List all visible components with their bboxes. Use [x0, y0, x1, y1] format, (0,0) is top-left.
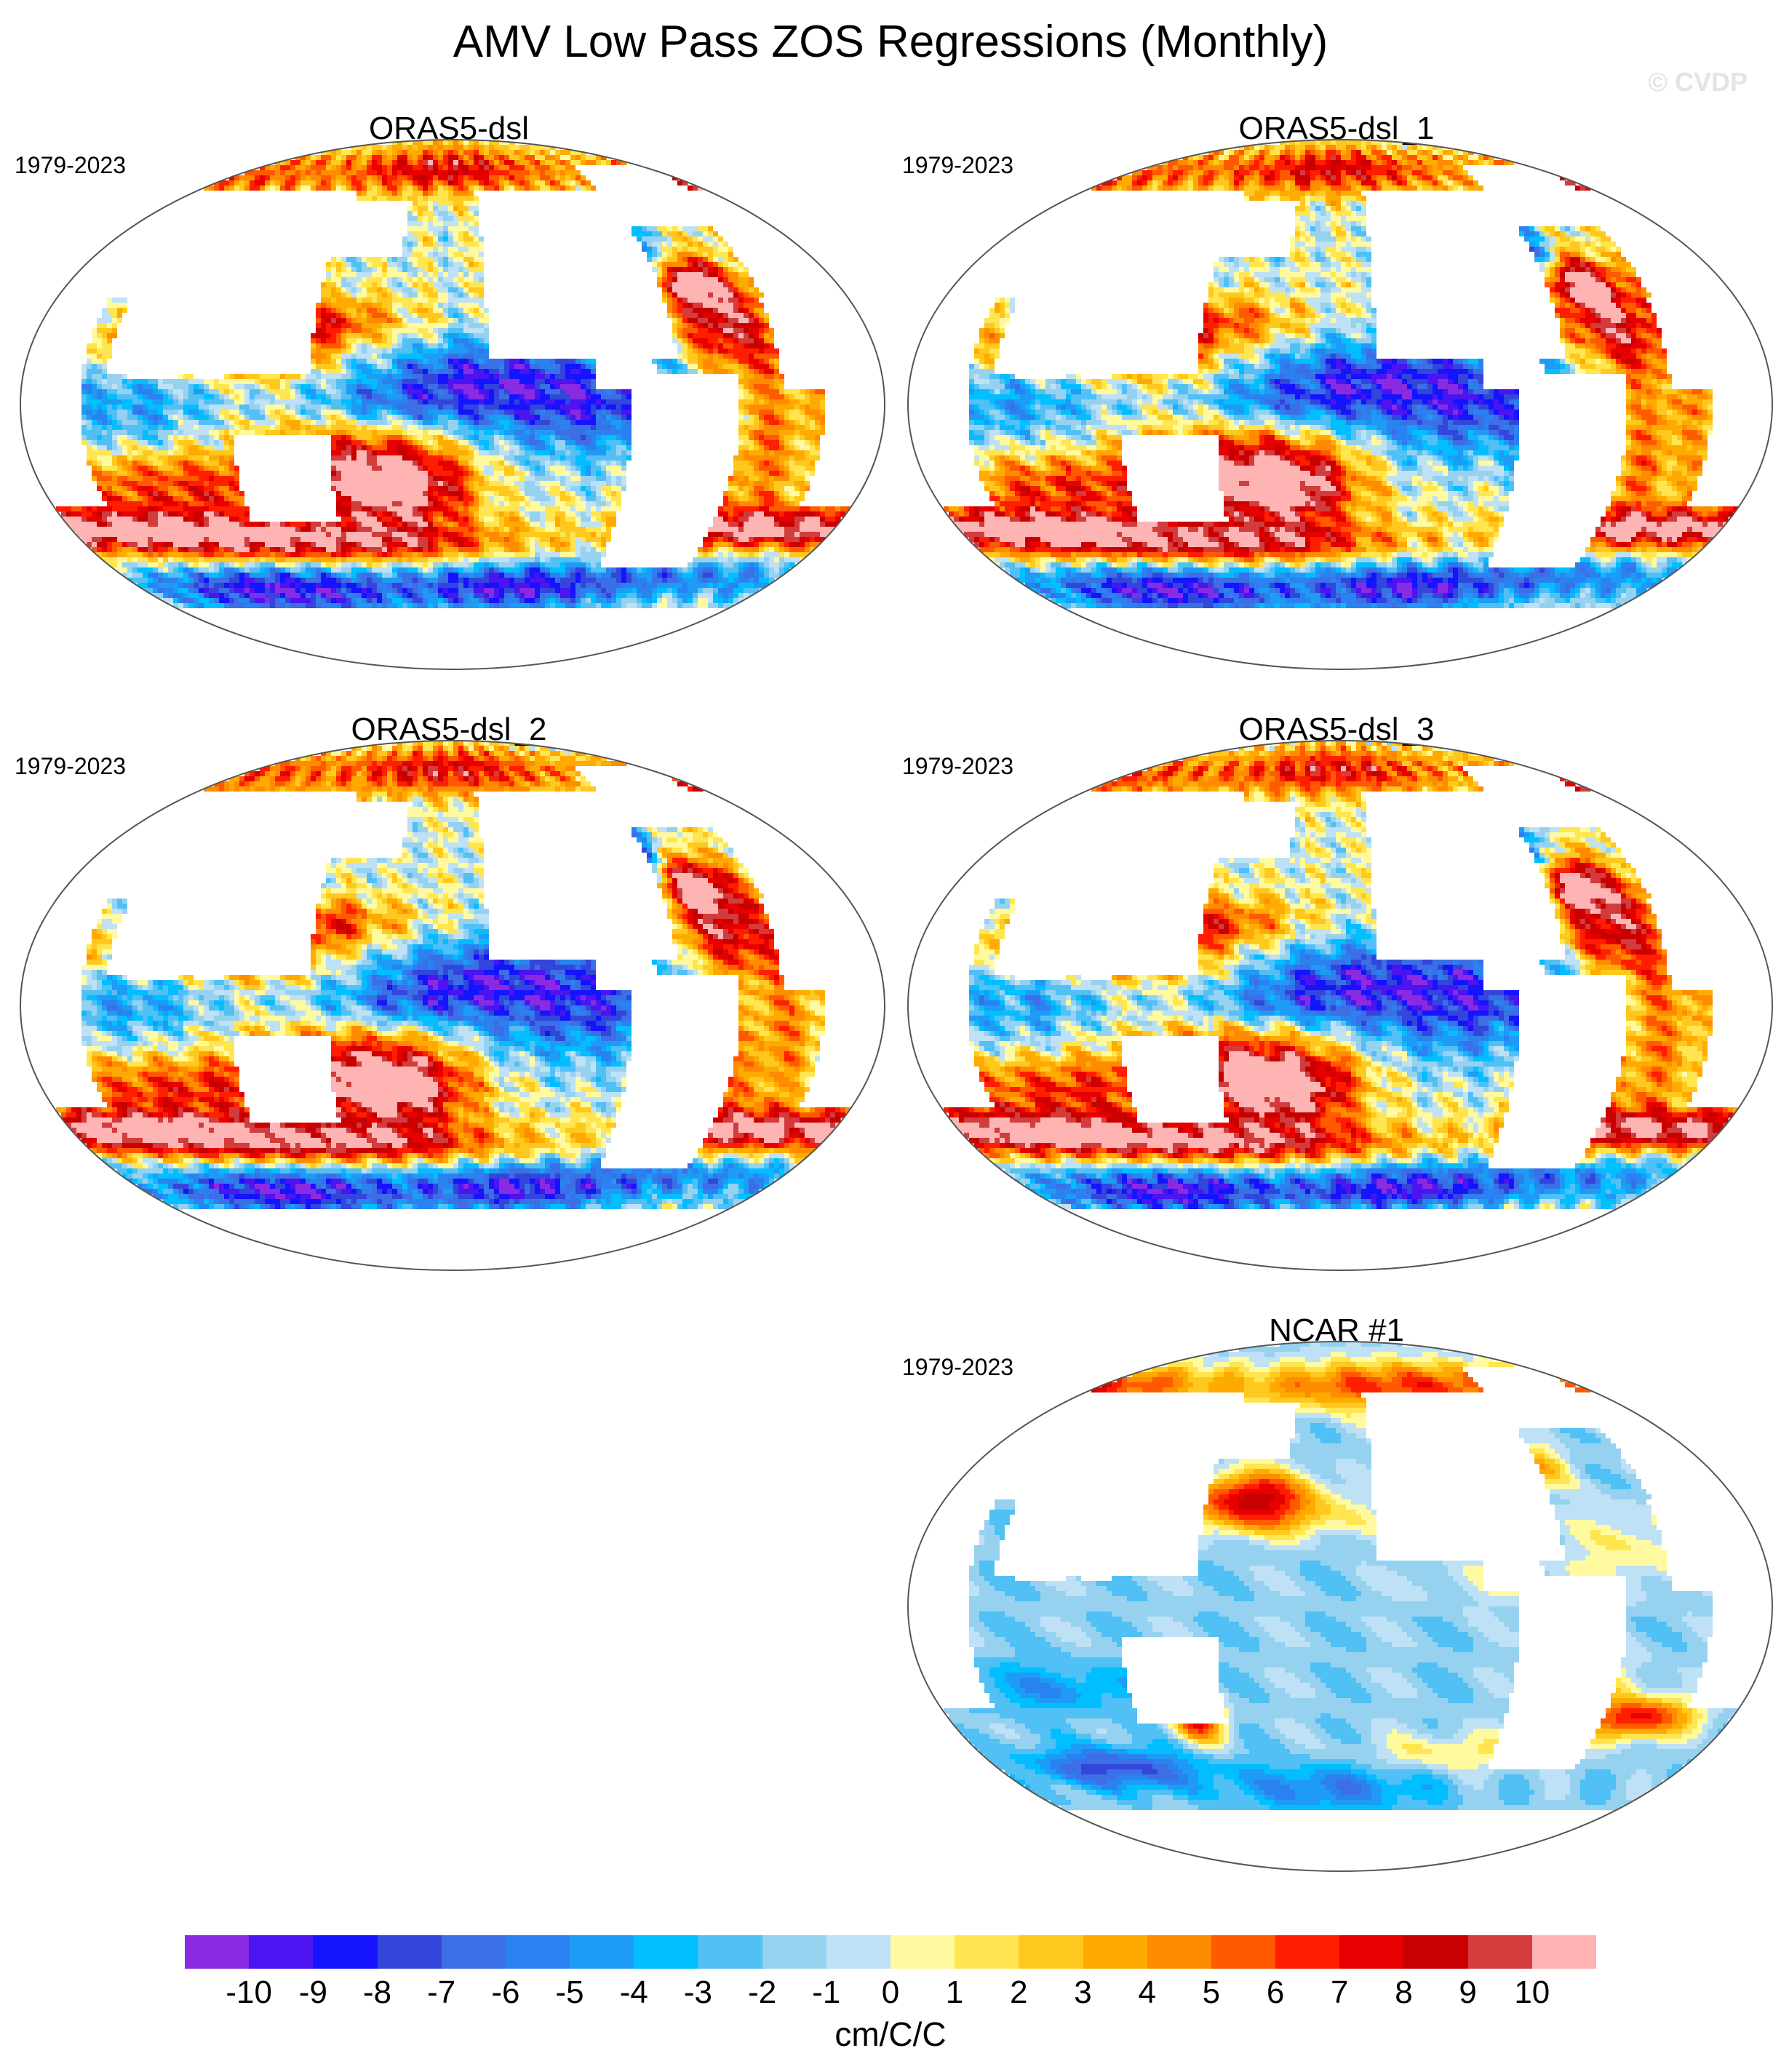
colorbar-swatch — [506, 1935, 570, 1969]
map-panel-ncar-1: NCAR #1 1979-2023 — [898, 1312, 1775, 1873]
colorbar-tick-label: 10 — [1514, 1973, 1550, 2012]
colorbar-tick-label: -10 — [226, 1973, 272, 2012]
colorbar-swatch — [1275, 1935, 1340, 1969]
world-map — [17, 138, 888, 671]
world-map — [905, 739, 1775, 1272]
colorbar-swatch — [762, 1935, 827, 1969]
colorbar-swatch — [442, 1935, 506, 1969]
colorbar-tick-label: -7 — [427, 1973, 455, 2012]
colorbar-swatch — [378, 1935, 442, 1969]
colorbar-tick-label: 6 — [1267, 1973, 1284, 2012]
map-panel-oras5-dsl: ORAS5-dsl 1979-2023 — [10, 111, 888, 671]
colorbar-tick-label: -3 — [684, 1973, 712, 2012]
field-layer — [908, 1342, 1774, 1872]
colorbar-swatch — [570, 1935, 634, 1969]
colorbar-tick-label: 0 — [882, 1973, 899, 2012]
colorbar — [185, 1935, 1596, 1970]
colorbar-tick-label: 3 — [1074, 1973, 1091, 2012]
colorbar-tick-label: 1 — [946, 1973, 963, 2012]
colorbar-tick-label: -1 — [812, 1973, 840, 2012]
field-layer — [20, 140, 887, 670]
colorbar-swatch — [890, 1935, 955, 1969]
colorbar-tick-label: -8 — [363, 1973, 391, 2012]
world-map — [905, 138, 1775, 671]
colorbar-tick-label: 9 — [1459, 1973, 1476, 2012]
world-map — [17, 739, 888, 1272]
colorbar-tick-label: -9 — [299, 1973, 327, 2012]
colorbar-swatch — [1339, 1935, 1404, 1969]
figure-title: AMV Low Pass ZOS Regressions (Monthly) — [0, 16, 1781, 68]
colorbar-tick-label: -6 — [491, 1973, 519, 2012]
colorbar-swatch — [1147, 1935, 1212, 1969]
colorbar-tick-label: 7 — [1331, 1973, 1348, 2012]
colorbar-swatch — [1403, 1935, 1468, 1969]
colorbar-tick-label: 2 — [1010, 1973, 1027, 2012]
field-layer — [908, 741, 1774, 1271]
colorbar-swatch — [313, 1935, 378, 1969]
colorbar-swatch — [698, 1935, 762, 1969]
colorbar-tick-label: -2 — [748, 1973, 776, 2012]
colorbar-tick-label: 5 — [1203, 1973, 1220, 2012]
colorbar-swatch — [1083, 1935, 1148, 1969]
field-layer — [908, 140, 1774, 670]
colorbar-swatch — [249, 1935, 314, 1969]
colorbar-swatch — [1532, 1935, 1597, 1969]
colorbar-swatch — [1211, 1935, 1276, 1969]
colorbar-swatch — [634, 1935, 698, 1969]
colorbar-labels: -10 -9 -8 -7 -6 -5 -4 -3 -2 -1 0 1 2 3 4 5 6 7 8 9 10 — [0, 1973, 1781, 2017]
colorbar-swatch — [955, 1935, 1019, 1969]
map-panel-oras5-dsl-2: ORAS5-dsl_2 1979-2023 — [10, 712, 888, 1272]
colorbar-swatch — [185, 1935, 250, 1969]
map-panel-oras5-dsl-3: ORAS5-dsl_3 1979-2023 — [898, 712, 1775, 1272]
world-map — [905, 1340, 1775, 1873]
map-panel-oras5-dsl-1: ORAS5-dsl_1 1979-2023 — [898, 111, 1775, 671]
field-layer — [20, 741, 887, 1271]
colorbar-swatch — [826, 1935, 891, 1969]
colorbar-tick-label: -5 — [556, 1973, 584, 2012]
colorbar-units: cm/C/C — [0, 2014, 1781, 2055]
colorbar-tick-label: 8 — [1395, 1973, 1412, 2012]
colorbar-swatch — [1019, 1935, 1083, 1969]
colorbar-tick-label: -4 — [620, 1973, 648, 2012]
colorbar-tick-label: 4 — [1138, 1973, 1155, 2012]
watermark-text: © CVDP — [1648, 67, 1748, 97]
colorbar-swatch — [1468, 1935, 1533, 1969]
